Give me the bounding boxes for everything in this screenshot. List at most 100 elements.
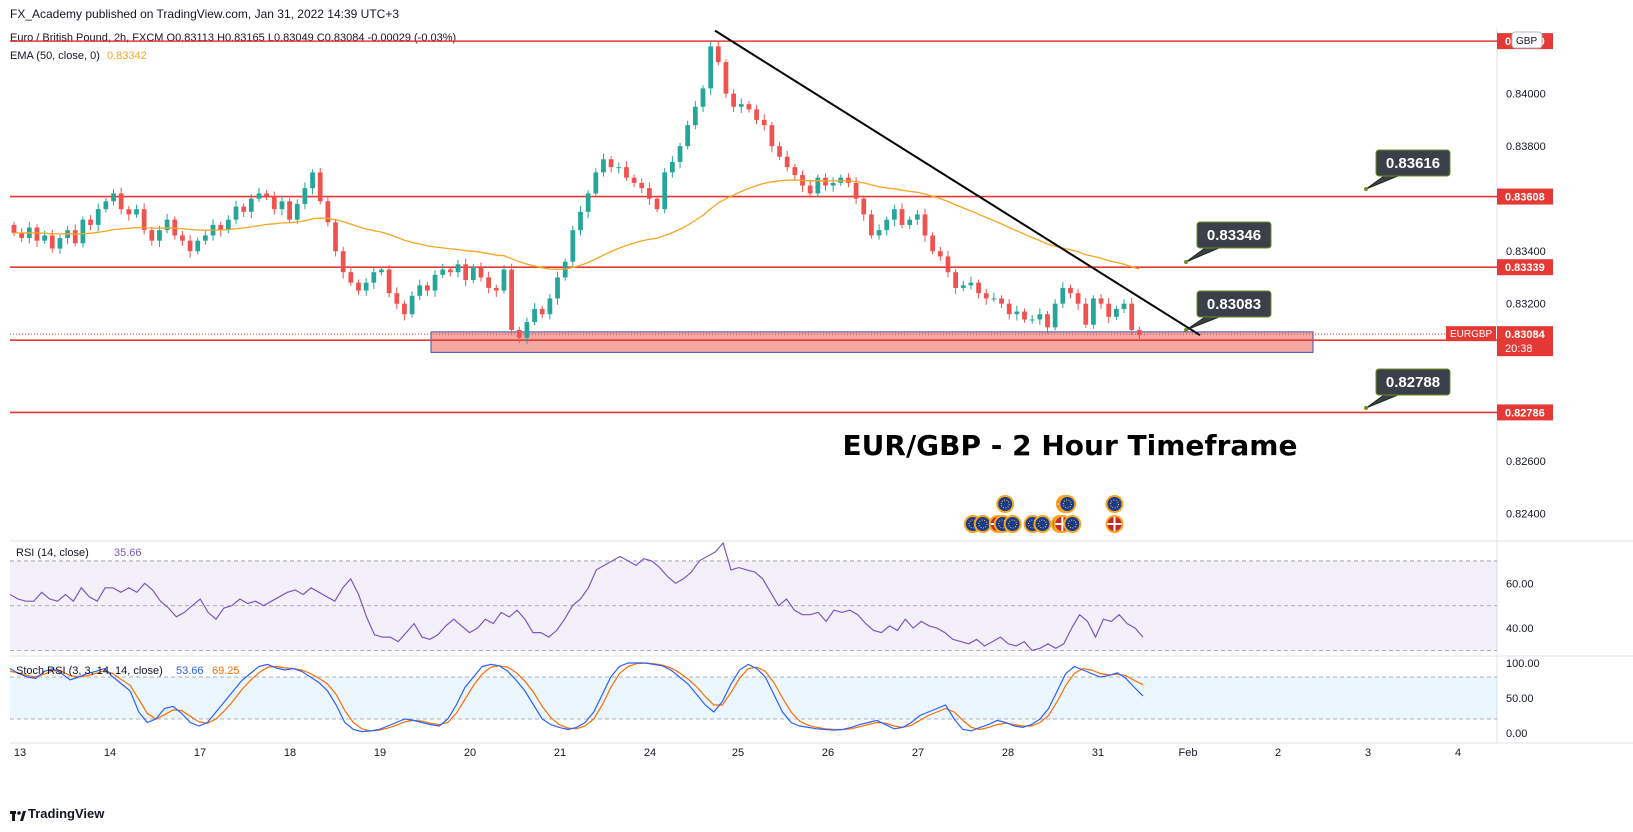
candle-body xyxy=(225,219,231,231)
eu-stars xyxy=(1067,519,1077,529)
x-tick-label: 25 xyxy=(732,747,744,759)
candle-body xyxy=(945,256,951,273)
callout-box xyxy=(1196,290,1272,318)
candle-body xyxy=(884,219,890,231)
candle-body xyxy=(1129,303,1135,330)
currency-badge xyxy=(1511,31,1543,49)
candle-body xyxy=(570,230,576,262)
candle-body xyxy=(746,104,752,110)
ema-legend: EMA (50, close, 0) 0.83342 xyxy=(10,50,147,62)
x-tick-label: 24 xyxy=(644,747,656,759)
x-tick-label: 18 xyxy=(284,747,296,759)
x-tick-label: 21 xyxy=(554,747,566,759)
candle-body xyxy=(455,264,461,273)
x-tick-label: 28 xyxy=(1002,747,1014,759)
candle-body xyxy=(118,193,124,210)
callout-pointer xyxy=(1185,316,1220,331)
candle-body xyxy=(34,227,40,241)
candle-body xyxy=(738,104,744,107)
candle-body xyxy=(608,159,614,168)
candle-body xyxy=(692,106,698,126)
candle-body xyxy=(271,196,277,210)
price-tick-label: 0.83200 xyxy=(1506,299,1546,311)
candle-body xyxy=(42,235,47,241)
candle-body xyxy=(631,177,637,183)
candle-body xyxy=(616,167,622,169)
candle-body xyxy=(937,251,943,257)
candle-body xyxy=(1037,314,1043,320)
candle-body xyxy=(11,224,17,233)
x-tick-label: 27 xyxy=(912,747,924,759)
candle-body xyxy=(960,285,966,288)
stoch-tick-label: 50.00 xyxy=(1506,693,1534,705)
candle-body xyxy=(1006,303,1012,315)
eu-flag-icon xyxy=(1005,517,1020,531)
candle-body xyxy=(853,182,859,199)
ema-line xyxy=(13,179,1140,270)
candle-body xyxy=(371,272,377,283)
level-price-tag xyxy=(1497,259,1553,276)
candle-body xyxy=(516,329,522,338)
candle-body xyxy=(907,219,913,225)
candle-body xyxy=(425,285,430,291)
candle-body xyxy=(624,167,629,178)
candle-body xyxy=(264,193,270,197)
level-price-label: 0.83339 xyxy=(1505,262,1545,274)
x-tick-label: 17 xyxy=(194,747,206,759)
candle-body xyxy=(930,235,936,252)
candle-body xyxy=(555,277,560,299)
candle-body xyxy=(470,266,476,281)
support-zone xyxy=(430,331,1314,353)
candle-body xyxy=(823,177,828,186)
callout-anchor xyxy=(1364,187,1368,191)
x-tick-label: 31 xyxy=(1092,747,1104,759)
candle-body xyxy=(409,295,415,315)
candle-body xyxy=(953,272,958,288)
candle-body xyxy=(715,46,721,63)
candle-body xyxy=(1106,303,1112,317)
candle-body xyxy=(80,219,86,244)
candle-body xyxy=(279,201,285,210)
candle-body xyxy=(218,224,224,231)
candle-body xyxy=(440,269,446,275)
candle-body xyxy=(256,193,262,199)
candle-body xyxy=(899,209,905,225)
candle-body xyxy=(19,232,25,239)
publisher-line: FX_Academy published on TradingView.com,… xyxy=(10,7,400,21)
eu-stars xyxy=(978,519,988,529)
candle-body xyxy=(49,235,55,249)
tradingview-brand[interactable]: TradingView xyxy=(10,806,104,821)
level-price-tag xyxy=(1497,404,1553,421)
candle-body xyxy=(72,230,78,244)
candle-body xyxy=(180,235,185,241)
candle-body xyxy=(88,219,93,225)
candle-body xyxy=(976,282,981,294)
candle-body xyxy=(310,172,315,189)
price-tick-label: 0.83800 xyxy=(1506,141,1546,153)
candle-body xyxy=(432,274,438,291)
candle-body xyxy=(1052,303,1058,328)
callout-anchor xyxy=(1184,328,1188,332)
candle-body xyxy=(1029,319,1035,321)
stoch-d-line xyxy=(9,662,1144,732)
candle-body xyxy=(723,62,729,94)
x-tick-label: 13 xyxy=(14,747,26,759)
candle-body xyxy=(769,125,775,147)
stoch-tick-label: 0.00 xyxy=(1506,728,1527,740)
candle-body xyxy=(486,277,492,288)
candle-body xyxy=(493,287,499,291)
rsi-tick-label: 60.00 xyxy=(1506,578,1534,590)
candle-body xyxy=(149,230,155,241)
candle-body xyxy=(968,282,974,286)
eu-stars xyxy=(1037,519,1047,529)
candle-body xyxy=(356,282,361,291)
candle-body xyxy=(134,209,139,215)
candle-body xyxy=(386,269,392,294)
x-tick-label: 2 xyxy=(1275,747,1281,759)
x-tick-label: 20 xyxy=(464,747,476,759)
current-price-tag xyxy=(1497,326,1553,357)
candle-body xyxy=(1022,311,1027,320)
candle-body xyxy=(111,193,116,202)
symbol-tag xyxy=(1446,326,1496,342)
